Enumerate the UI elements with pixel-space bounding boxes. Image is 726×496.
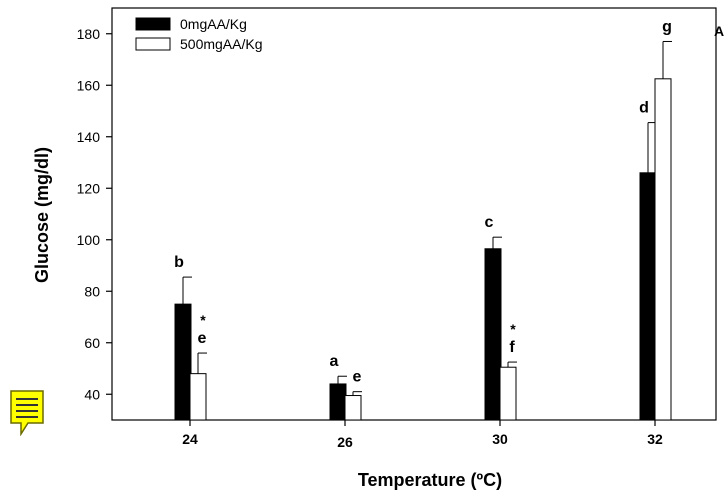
- bars: [174, 40, 672, 421]
- significance-letter: f: [509, 339, 515, 356]
- significance-letter: e: [353, 369, 362, 386]
- significance-star: *: [200, 312, 206, 328]
- significance-letter: a: [330, 353, 339, 370]
- y-tick-label: 120: [77, 180, 101, 196]
- x-axis-title: Temperature (ºC): [358, 470, 502, 490]
- y-axis-title: Glucose (mg/dl): [32, 147, 52, 283]
- bar-labels: b a c d e * e f * g: [174, 18, 672, 385]
- y-tick-label: 60: [84, 335, 100, 351]
- legend-label: 500mgAA/Kg: [180, 36, 263, 52]
- significance-letter: e: [198, 330, 207, 347]
- legend: 0mgAA/Kg 500mgAA/Kg: [135, 16, 263, 52]
- bar-500mg-32: [654, 78, 672, 421]
- legend-swatch: [135, 37, 171, 51]
- bar-0mg-30: [484, 248, 502, 421]
- bar-500mg-30: [499, 366, 517, 421]
- y-tick-label: 100: [77, 232, 101, 248]
- bar-0mg-24: [174, 303, 192, 421]
- y-tick-label: 180: [77, 26, 101, 42]
- y-tick-label: 160: [77, 77, 101, 93]
- significance-star: *: [510, 321, 516, 337]
- plot-frame: [111, 7, 717, 421]
- significance-letter: d: [639, 100, 649, 117]
- axes: 40 60 80 100 120 140 160 180 24 26 30 32: [77, 7, 717, 450]
- significance-letter: b: [174, 254, 184, 271]
- significance-letter: g: [662, 18, 672, 35]
- bar-0mg-26: [329, 383, 347, 421]
- bar-500mg-24: [189, 373, 207, 421]
- x-tick-label: 30: [492, 431, 508, 447]
- legend-swatch: [135, 17, 171, 31]
- x-tick-label: 26: [337, 434, 353, 450]
- y-tick-label: 140: [77, 129, 101, 145]
- y-tick-label: 40: [84, 386, 100, 402]
- x-tick-label: 24: [182, 431, 198, 447]
- bar-0mg-32: [639, 172, 657, 421]
- bar-500mg-26: [344, 395, 362, 421]
- significance-letter: c: [485, 214, 494, 231]
- x-tick-label: 32: [647, 431, 663, 447]
- legend-label: 0mgAA/Kg: [180, 16, 247, 32]
- panel-label: A: [714, 23, 724, 39]
- y-tick-label: 80: [84, 283, 100, 299]
- sticky-note-icon[interactable]: [10, 390, 44, 436]
